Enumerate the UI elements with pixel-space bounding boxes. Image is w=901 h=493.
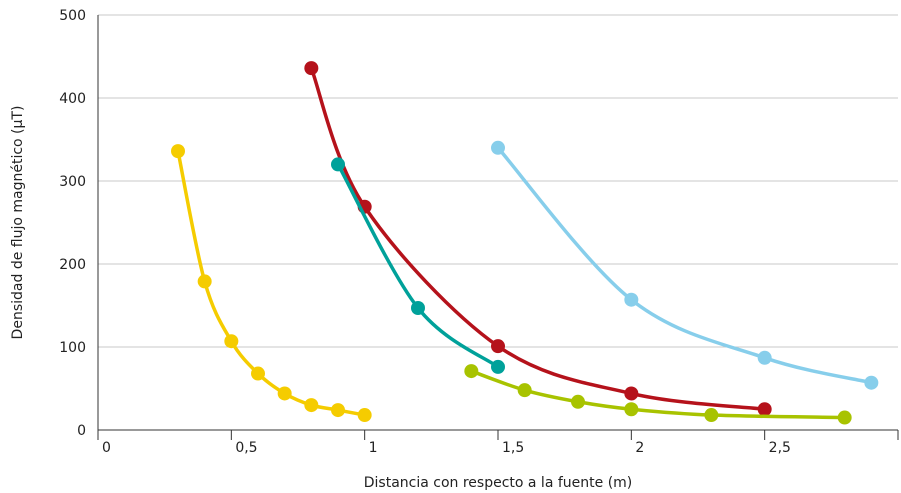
data-point [197, 274, 212, 289]
data-point [571, 394, 585, 409]
series-4 [491, 140, 879, 390]
data-point [304, 61, 319, 76]
y-tick-label: 100 [59, 340, 86, 356]
y-tick-label: 400 [59, 91, 86, 107]
x-tick-label: 2 [635, 440, 644, 456]
data-point [837, 410, 852, 425]
x-tick-labels: 00,511,522,53 [102, 440, 791, 456]
series-line [496, 146, 874, 385]
series-line [336, 162, 500, 369]
y-tick-label: 0 [77, 423, 86, 439]
data-point [491, 359, 505, 374]
series-1 [171, 144, 372, 423]
x-tick-label: 1 [369, 440, 378, 456]
y-tick-label: 200 [59, 257, 86, 273]
data-point [464, 364, 479, 379]
x-tick-label: 2,5 [769, 440, 791, 456]
y-tick-labels: 0 100 200 300 400 500 [59, 8, 86, 439]
grid-lines [98, 14, 898, 348]
data-point [491, 339, 505, 354]
data-point [624, 402, 639, 417]
data-point [864, 375, 879, 390]
data-point [171, 144, 185, 159]
data-point [704, 408, 719, 423]
series-line [309, 66, 767, 411]
data-point [491, 140, 505, 155]
x-tick-label: 0,5 [235, 440, 257, 456]
data-point [517, 383, 532, 398]
data-point [357, 408, 372, 423]
data-point [277, 386, 292, 401]
data-point [331, 403, 345, 418]
x-axis-label: Distancia con respecto a la fuente (m) [364, 475, 633, 491]
data-point [757, 350, 772, 365]
data-point [331, 157, 345, 172]
data-point [251, 366, 265, 381]
y-tick-label: 300 [59, 174, 86, 190]
y-tick-label: 500 [59, 8, 86, 24]
data-point [224, 334, 239, 349]
y-axis-label: Densidad de flujo magnético (µT) [10, 106, 26, 340]
x-tick-label: 0 [102, 440, 111, 456]
data-point [411, 300, 425, 315]
data-point [757, 402, 772, 417]
series-group [171, 61, 879, 425]
data-point [304, 398, 319, 413]
series-5 [464, 364, 852, 425]
axes [97, 15, 899, 440]
data-point [624, 292, 639, 307]
series-3 [331, 157, 505, 374]
x-tick-label: 1,5 [502, 440, 524, 456]
data-point [624, 386, 639, 401]
